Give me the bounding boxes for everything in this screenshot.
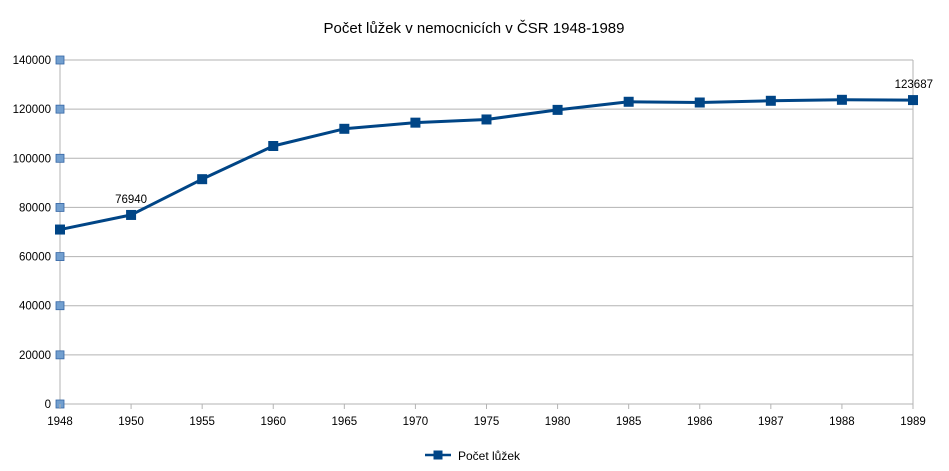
y-tick-label: 140000 [13,55,51,67]
data-point [268,141,279,151]
axes [59,60,913,405]
y-tick-label: 0 [45,399,51,411]
data-point [410,117,421,128]
x-axis-ticks: 1948 1950 1955 1960 1965 1970 1975 1980 1985 1986… [47,404,926,428]
y-tick-marker [55,153,65,163]
data-label: 76940 [115,194,147,206]
x-tick-label: 1986 [687,416,713,428]
data-point [126,209,137,220]
y-tick-marker [55,55,65,65]
x-tick-label: 1988 [829,416,855,428]
data-point [908,95,918,106]
y-tick-label: 40000 [19,301,51,313]
y-tick-marker [55,350,65,360]
grid-lines [60,59,914,405]
y-tick-label: 60000 [19,252,51,264]
x-tick-label: 1955 [189,416,215,428]
x-tick-label: 1985 [616,416,642,428]
legend-label: Počet lůžek [458,449,521,463]
y-tick-marker [55,252,65,261]
legend-marker-swatch [433,450,443,460]
x-tick-label: 1975 [474,416,500,428]
y-tick-label: 120000 [13,104,51,116]
series-layer [55,94,918,235]
x-tick-label: 1948 [47,416,73,428]
y-tick-marker [55,301,65,311]
data-point [339,123,350,134]
data-point [623,96,634,107]
x-tick-label: 1970 [403,416,429,428]
x-tick-label: 1989 [900,416,926,428]
data-labels: 76940 123687 [115,79,933,206]
y-tick-label: 80000 [19,202,51,214]
data-label: 123687 [895,79,933,91]
x-tick-label: 1980 [545,416,571,428]
data-point [552,104,563,115]
legend: Počet lůžek [425,449,521,463]
data-point [765,95,776,106]
x-tick-label: 1965 [332,416,358,428]
chart-title: Počet lůžek v nemocnicích v ČSR 1948-198… [324,20,625,37]
y-tick-label: 20000 [19,350,51,362]
data-point [197,174,208,185]
x-tick-label: 1987 [758,416,784,428]
data-point [836,94,847,105]
y-axis-ticks: 0 20000 40000 60000 80000 100000 120000 140000 [13,55,65,411]
y-tick-marker [55,203,65,212]
x-tick-label: 1950 [118,416,144,428]
y-tick-marker [55,104,65,114]
data-point [694,97,705,108]
data-point [55,224,65,235]
data-point [481,114,492,125]
x-tick-label: 1960 [260,416,286,428]
y-tick-label: 100000 [13,153,51,165]
